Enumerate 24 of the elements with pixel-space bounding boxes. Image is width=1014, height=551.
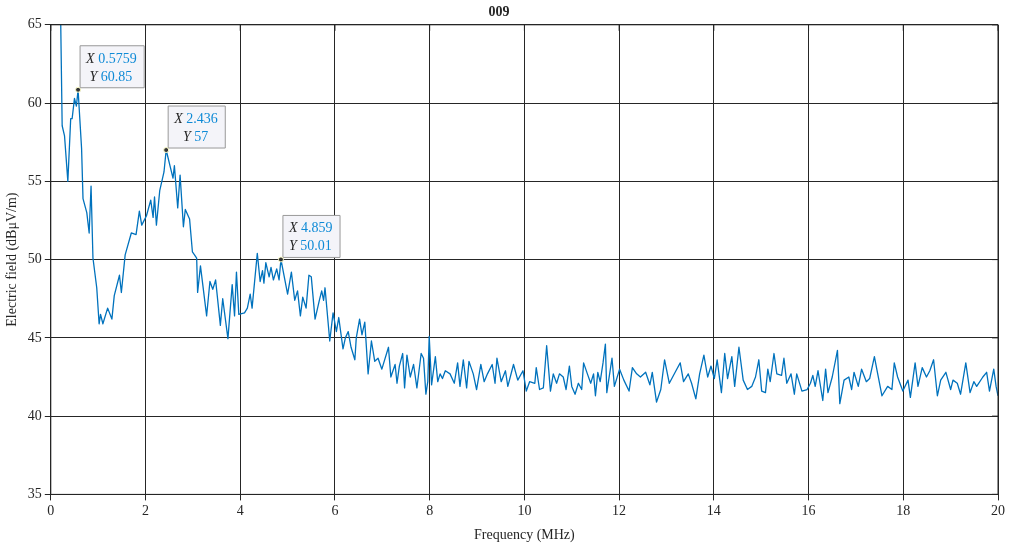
chart-title: 009 bbox=[488, 4, 510, 20]
x-tick-label: 4 bbox=[236, 503, 244, 519]
x-tick-label: 6 bbox=[331, 503, 339, 519]
y-tick-label: 60 bbox=[27, 94, 42, 110]
annotation: X 0.5759 Y 60.85 bbox=[85, 50, 137, 84]
x-tick-label: 18 bbox=[896, 503, 911, 519]
y-tick-label: 55 bbox=[27, 173, 42, 189]
x-tick-label: 12 bbox=[612, 503, 627, 519]
annotation: X 4.859 Y 50.01 bbox=[287, 220, 333, 254]
x-tick-label: 8 bbox=[426, 503, 434, 519]
y-tick-label: 65 bbox=[27, 16, 42, 32]
x-tick-label: 16 bbox=[801, 503, 816, 519]
x-tick-label: 20 bbox=[991, 503, 1005, 519]
y-tick-label: 45 bbox=[27, 329, 42, 345]
x-tick-label: 14 bbox=[706, 503, 721, 519]
y-tick-label: 40 bbox=[27, 407, 42, 423]
y-axis-title: Electric field (dBμV/m) bbox=[4, 192, 21, 327]
y-tick-label: 35 bbox=[27, 486, 42, 502]
annotation: X 2.436 Y 57 bbox=[173, 111, 218, 145]
y-tick-label: 50 bbox=[27, 251, 42, 267]
x-tick-label: 0 bbox=[47, 503, 55, 519]
x-tick-label: 10 bbox=[517, 503, 532, 519]
x-axis-title: Frequency (MHz) bbox=[474, 527, 576, 544]
x-tick-label: 2 bbox=[142, 503, 150, 519]
